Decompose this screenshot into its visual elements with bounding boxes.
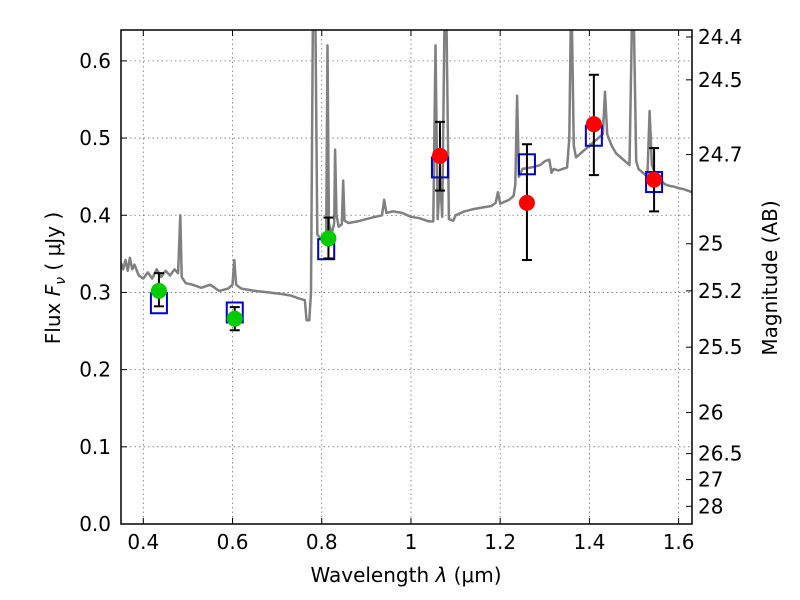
y-tick-label: 0.4 — [79, 203, 111, 227]
y2-tick-label: 24.7 — [698, 143, 743, 167]
observed-nir-point — [518, 194, 535, 211]
y-axis-label: Flux Fν ( μJy ) — [41, 212, 69, 344]
y2-axis-label: Magnitude (AB) — [758, 200, 782, 355]
y2-tick-label: 26 — [698, 400, 723, 424]
x-tick-label: 1.4 — [573, 530, 605, 554]
x-tick-label: 0.4 — [127, 530, 159, 554]
y2-tick-label: 25 — [698, 232, 723, 256]
y2-tick-label: 26.5 — [698, 442, 743, 466]
y-tick-label: 0.6 — [79, 49, 111, 73]
y-tick-label: 0.2 — [79, 358, 111, 382]
observed-optical-point — [150, 282, 167, 299]
y-tick-label: 0.5 — [79, 126, 111, 150]
y2-tick-label: 28 — [698, 494, 723, 518]
x-tick-label: 1.6 — [663, 530, 695, 554]
observed-optical-point — [226, 310, 243, 327]
plot-frame — [120, 29, 693, 525]
spectrum-line — [121, 30, 692, 322]
x-tick-label: 0.8 — [306, 530, 338, 554]
observed-photometry-layer — [150, 73, 663, 332]
x-tick-label: 0.6 — [217, 530, 249, 554]
y2-tick-label: 27 — [698, 468, 723, 492]
x-tick-label: 1 — [405, 530, 418, 554]
observed-nir-point — [431, 147, 448, 164]
model-photometry-layer — [149, 124, 664, 324]
y2-tick-label: 24.5 — [698, 68, 743, 92]
y-tick-label: 0.1 — [79, 435, 111, 459]
observed-nir-point — [646, 171, 663, 188]
y-tick-label: 0.0 — [79, 512, 111, 536]
y2-tick-label: 25.2 — [698, 279, 743, 303]
axis-ticks: 0.4 0.6 0.8 1 1.2 1.4 1.6 0.0 0.1 0.2 0.3 0.4 0.5 0.6… — [79, 25, 742, 554]
y-tick-label: 0.3 — [79, 280, 111, 304]
x-tick-label: 1.2 — [484, 530, 516, 554]
x-axis-label: Wavelength λ (μm) — [310, 563, 501, 587]
y2-tick-label: 24.4 — [698, 25, 743, 49]
spectrum-layer — [121, 30, 692, 322]
y2-tick-label: 25.5 — [698, 335, 743, 359]
observed-optical-point — [320, 230, 337, 247]
observed-nir-point — [585, 116, 602, 133]
